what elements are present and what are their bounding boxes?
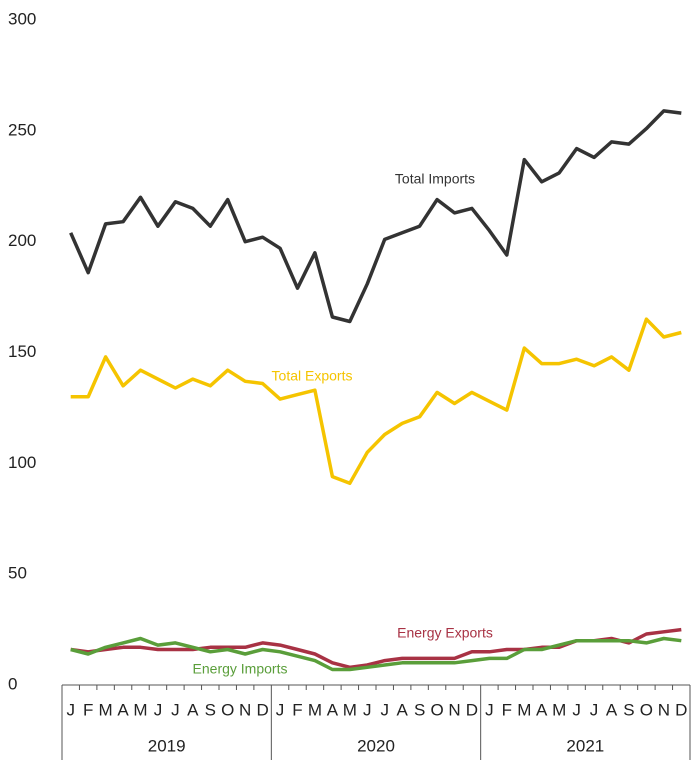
series-line: [70, 627, 682, 670]
x-tick-label: J: [572, 700, 581, 719]
x-tick-label: A: [327, 700, 339, 719]
series-label: Total Exports: [272, 368, 353, 384]
y-tick-label: 300: [8, 9, 36, 28]
series-line: [69, 109, 682, 324]
y-tick-label: 100: [8, 453, 36, 472]
x-tick-label: J: [66, 700, 75, 719]
y-tick-label: 0: [8, 674, 17, 693]
x-tick-label: O: [221, 700, 234, 719]
series-line: [70, 317, 682, 486]
y-tick-label: 150: [8, 342, 36, 361]
x-tick-label: N: [239, 700, 251, 719]
x-tick-label: A: [396, 700, 408, 719]
y-tick-label: 250: [8, 120, 36, 139]
x-tick-label: M: [99, 700, 113, 719]
y-tick-label: 50: [8, 564, 27, 583]
x-tick-label: M: [552, 700, 566, 719]
series-line: [70, 636, 682, 672]
x-tick-label: J: [485, 700, 494, 719]
x-tick-label: D: [466, 700, 478, 719]
x-tick-label: N: [448, 700, 460, 719]
x-tick-label: F: [502, 700, 512, 719]
x-tick-label: O: [640, 700, 653, 719]
year-label: 2021: [566, 736, 604, 755]
x-tick-label: D: [675, 700, 687, 719]
x-tick-label: A: [606, 700, 618, 719]
x-tick-label: O: [430, 700, 443, 719]
x-tick-label: M: [133, 700, 147, 719]
x-tick-label: F: [292, 700, 302, 719]
x-tick-label: F: [83, 700, 93, 719]
series-label: Energy Imports: [193, 661, 288, 677]
x-tick-label: A: [536, 700, 548, 719]
x-tick-label: S: [623, 700, 634, 719]
x-tick-label: S: [414, 700, 425, 719]
x-tick-label: N: [658, 700, 670, 719]
x-tick-label: D: [256, 700, 268, 719]
x-tick-label: S: [205, 700, 216, 719]
year-label: 2020: [357, 736, 395, 755]
series-label: Total Imports: [395, 171, 475, 187]
x-tick-label: J: [363, 700, 372, 719]
x-tick-label: M: [343, 700, 357, 719]
x-tick-label: A: [117, 700, 129, 719]
x-tick-label: A: [187, 700, 199, 719]
x-tick-label: J: [276, 700, 285, 719]
series-label: Energy Exports: [397, 625, 493, 641]
x-tick-label: J: [380, 700, 389, 719]
y-tick-label: 200: [8, 231, 36, 250]
x-tick-label: J: [590, 700, 599, 719]
year-label: 2019: [148, 736, 186, 755]
x-tick-label: J: [171, 700, 180, 719]
x-tick-label: J: [154, 700, 163, 719]
x-tick-label: M: [308, 700, 322, 719]
x-tick-label: M: [517, 700, 531, 719]
